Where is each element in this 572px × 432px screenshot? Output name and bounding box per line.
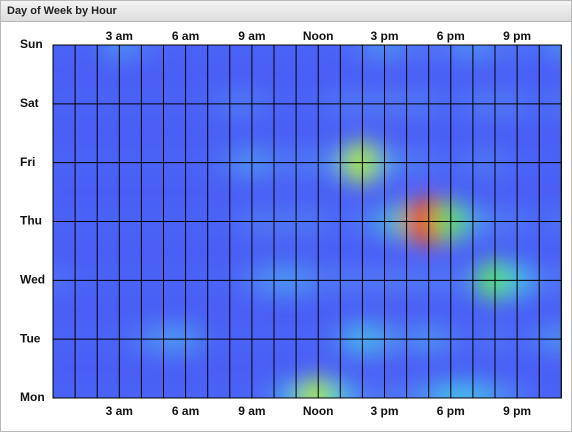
x-tick-label-bottom: 6 pm xyxy=(437,404,465,418)
x-tick-label-top: 9 am xyxy=(238,29,265,43)
y-tick-label: Sat xyxy=(20,96,39,110)
y-tick-label: Mon xyxy=(20,390,45,404)
heat-cell xyxy=(544,45,562,62)
x-tick-label-top: Noon xyxy=(303,29,334,43)
x-tick-label-top: 6 pm xyxy=(437,29,465,43)
x-tick-label-bottom: Noon xyxy=(303,404,334,418)
x-tick-label-top: 9 pm xyxy=(503,29,531,43)
heat-cell xyxy=(546,383,562,398)
x-tick-label-top: 3 pm xyxy=(370,29,398,43)
plot-frame xyxy=(52,44,562,399)
x-tick-label-bottom: 9 am xyxy=(238,404,265,418)
x-tick-label-bottom: 3 pm xyxy=(370,404,398,418)
y-tick-label: Tue xyxy=(20,331,41,345)
x-tick-label-top: 6 am xyxy=(172,29,199,43)
x-tick-label-top: 3 am xyxy=(106,29,133,43)
y-tick-label: Thu xyxy=(20,214,42,228)
y-tick-label: Wed xyxy=(20,273,45,287)
x-tick-label-bottom: 9 pm xyxy=(503,404,531,418)
y-tick-label: Fri xyxy=(20,155,35,169)
y-tick-label: Sun xyxy=(20,37,43,51)
x-tick-label-bottom: 3 am xyxy=(106,404,133,418)
panel-title: Day of Week by Hour xyxy=(1,1,571,22)
x-tick-label-bottom: 6 am xyxy=(172,404,199,418)
